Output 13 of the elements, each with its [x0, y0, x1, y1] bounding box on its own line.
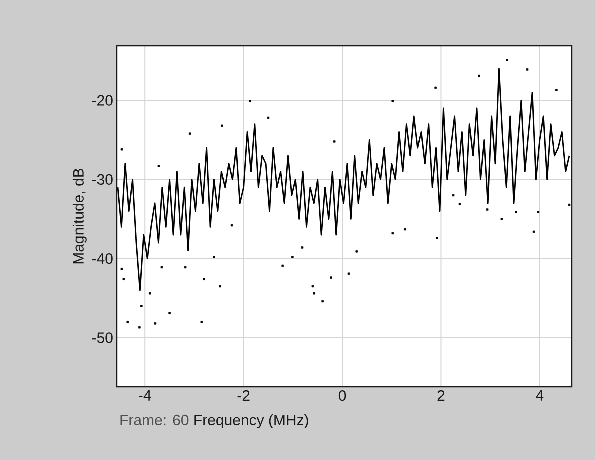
y-tick-label: -50 [92, 332, 113, 344]
x-tick-label: -4 [139, 390, 152, 401]
x-tick-label: -2 [238, 390, 250, 401]
text: Frame: 60 [120, 414, 189, 426]
y-axis-title: Magnitude, dB [72, 168, 87, 264]
x-tick-label: 0 [338, 390, 346, 402]
y-tick-label: -20 [92, 95, 113, 106]
y-tick-label: -40 [92, 254, 113, 264]
y-tick-label: -30 [92, 174, 113, 186]
line-series [117, 68, 570, 292]
x-tick-label: 4 [536, 390, 544, 401]
x-tick-label: 2 [438, 390, 445, 401]
x-axis-title: Frequency (MHz) [194, 414, 308, 428]
